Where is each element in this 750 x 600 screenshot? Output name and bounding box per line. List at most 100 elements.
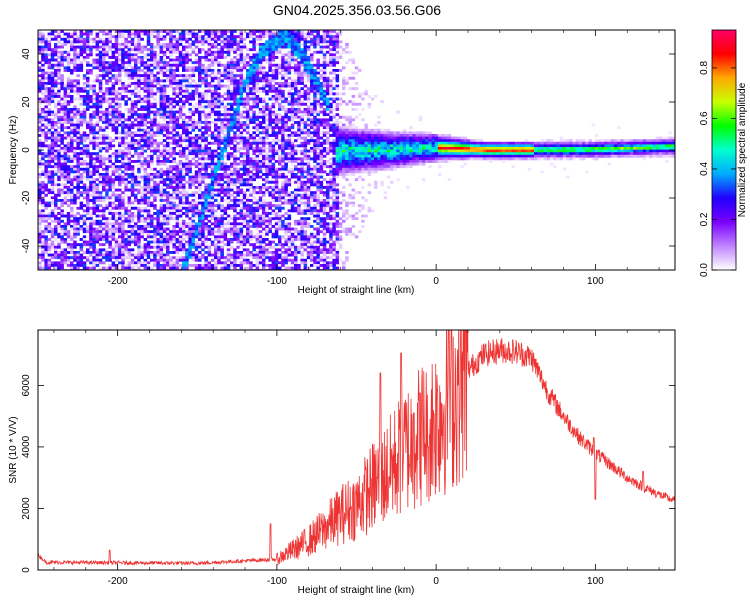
heatmap-cell xyxy=(102,53,106,57)
heatmap-cell xyxy=(236,82,240,85)
heatmap-cell xyxy=(76,84,80,88)
heatmap-cell xyxy=(137,139,141,143)
heatmap-cell xyxy=(246,110,250,114)
heatmap-cell xyxy=(150,162,154,166)
heatmap-cell xyxy=(47,248,52,252)
heatmap-cell xyxy=(73,225,77,228)
heatmap-cell xyxy=(47,147,52,150)
heatmap-cell xyxy=(143,149,148,153)
heatmap-cell xyxy=(182,227,186,231)
heatmap-cell xyxy=(111,105,116,109)
heatmap-cell xyxy=(230,66,234,70)
heatmap-cell xyxy=(265,126,269,130)
heatmap-cell xyxy=(188,193,192,197)
heatmap-cell xyxy=(140,199,144,202)
heatmap-cell xyxy=(201,217,205,221)
heatmap-cell xyxy=(271,79,276,83)
heatmap-cell xyxy=(204,196,208,200)
heatmap-cell xyxy=(252,110,256,114)
heatmap-cell xyxy=(172,186,176,189)
heatmap-cell xyxy=(50,141,55,145)
heatmap-cell xyxy=(191,183,196,187)
heatmap-cell xyxy=(38,126,42,130)
heatmap-cell xyxy=(73,232,77,236)
heatmap-cell xyxy=(255,232,260,236)
heatmap-cell xyxy=(258,162,263,166)
heatmap-cell xyxy=(63,178,68,182)
heatmap-cell xyxy=(262,248,266,252)
heatmap-cell xyxy=(111,217,116,221)
heatmap-cell xyxy=(188,217,192,221)
heatmap-cell xyxy=(102,167,106,171)
heatmap-cell xyxy=(172,139,176,143)
heatmap-cell xyxy=(92,180,96,184)
heatmap-cell xyxy=(63,144,68,148)
heatmap-cell xyxy=(207,188,212,192)
heatmap-cell xyxy=(198,264,202,267)
heatmap-cell xyxy=(172,136,176,140)
heatmap-cell xyxy=(140,225,144,228)
heatmap-cell xyxy=(217,63,221,67)
heatmap-cell xyxy=(118,95,122,98)
heatmap-cell xyxy=(89,87,93,91)
heatmap-cell xyxy=(159,113,164,117)
heatmap-cell xyxy=(108,204,112,208)
heatmap-cell xyxy=(188,32,192,36)
heatmap-cell xyxy=(175,175,180,179)
heatmap-cell xyxy=(86,43,90,46)
heatmap-cell xyxy=(143,199,148,202)
heatmap-cell xyxy=(86,63,90,67)
heatmap-cell xyxy=(159,222,164,226)
heatmap-cell xyxy=(47,222,52,226)
heatmap-cell xyxy=(92,162,96,166)
heatmap-cell xyxy=(249,89,253,93)
heatmap-cell xyxy=(239,32,244,36)
heatmap-cell xyxy=(137,84,141,88)
heatmap-cell xyxy=(268,258,272,262)
heatmap-cell xyxy=(89,230,93,234)
heatmap-cell xyxy=(76,69,80,72)
heatmap-cell xyxy=(92,128,96,132)
heatmap-cell xyxy=(172,134,176,137)
heatmap-cell xyxy=(124,123,128,127)
heatmap-cell xyxy=(233,74,237,78)
heatmap-cell xyxy=(175,56,180,59)
heatmap-cell xyxy=(60,212,64,215)
heatmap-cell xyxy=(166,167,170,171)
heatmap-cell xyxy=(143,89,148,93)
heatmap-cell xyxy=(92,230,96,234)
heatmap-cell xyxy=(73,266,77,270)
heatmap-cell xyxy=(252,89,256,93)
heatmap-cell xyxy=(134,92,138,96)
heatmap-cell xyxy=(124,141,128,145)
heatmap-cell xyxy=(246,188,250,192)
heatmap-cell xyxy=(198,251,202,254)
heatmap-cell xyxy=(252,178,256,182)
heatmap-cell xyxy=(41,214,45,218)
heatmap-cell xyxy=(140,206,144,210)
heatmap-cell xyxy=(47,149,52,153)
heatmap-cell xyxy=(194,82,199,85)
heatmap-cell xyxy=(50,173,55,176)
heatmap-cell xyxy=(226,253,231,257)
heatmap-cell xyxy=(156,258,160,262)
heatmap-cell xyxy=(191,144,196,148)
heatmap-cell xyxy=(89,170,93,174)
heatmap-cell xyxy=(201,48,205,52)
heatmap-cell xyxy=(233,170,237,174)
heatmap-cell xyxy=(50,76,55,80)
heatmap-cell xyxy=(201,230,205,234)
heatmap-cell xyxy=(54,214,58,218)
heatmap-cell xyxy=(262,261,266,265)
heatmap-cell xyxy=(114,110,119,114)
heatmap-cell xyxy=(207,84,212,88)
heatmap-cell xyxy=(265,225,269,228)
heatmap-cell xyxy=(268,212,272,215)
heatmap-cell xyxy=(182,69,186,72)
heatmap-cell xyxy=(230,230,234,234)
heatmap-cell xyxy=(98,214,103,218)
heatmap-cell xyxy=(76,160,80,163)
heatmap-cell xyxy=(252,63,256,67)
heatmap-cell xyxy=(159,30,164,33)
heatmap-cell xyxy=(262,209,266,213)
